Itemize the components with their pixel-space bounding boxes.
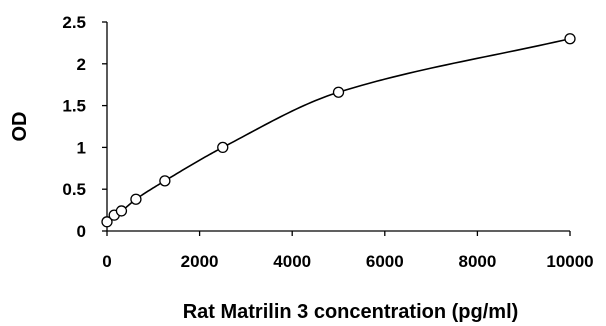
data-point [130,193,142,205]
y-tick-label: 1 [77,138,86,157]
data-point [115,205,128,217]
fit-curve [106,37,571,223]
data-point [159,175,171,187]
data-point [101,216,113,228]
data-point [217,141,229,154]
data-point [332,86,345,98]
y-tick-label: 0.5 [62,180,86,199]
x-tick-label: 0 [102,252,111,271]
x-tick-label: 10000 [546,252,593,271]
x-tick-label: 2000 [181,252,219,271]
axes [106,22,570,232]
data-points [101,33,576,228]
x-tick-label: 4000 [273,252,311,271]
y-tick-label: 2.5 [62,13,86,32]
x-tick-label: 8000 [458,252,496,271]
x-ticks: 0 2000 4000 6000 8000 10000 [102,231,594,271]
x-tick-label: 6000 [366,252,404,271]
y-tick-label: 0 [77,222,86,241]
y-axis-title: OD [9,112,31,142]
x-axis-title: Rat Matrilin 3 concentration (pg/ml) [183,301,519,323]
y-tick-label: 1.5 [62,97,86,116]
data-point [564,33,576,45]
y-tick-label: 2 [77,55,86,74]
y-ticks: 0 0.5 1 1.5 2 2.5 [62,13,107,241]
